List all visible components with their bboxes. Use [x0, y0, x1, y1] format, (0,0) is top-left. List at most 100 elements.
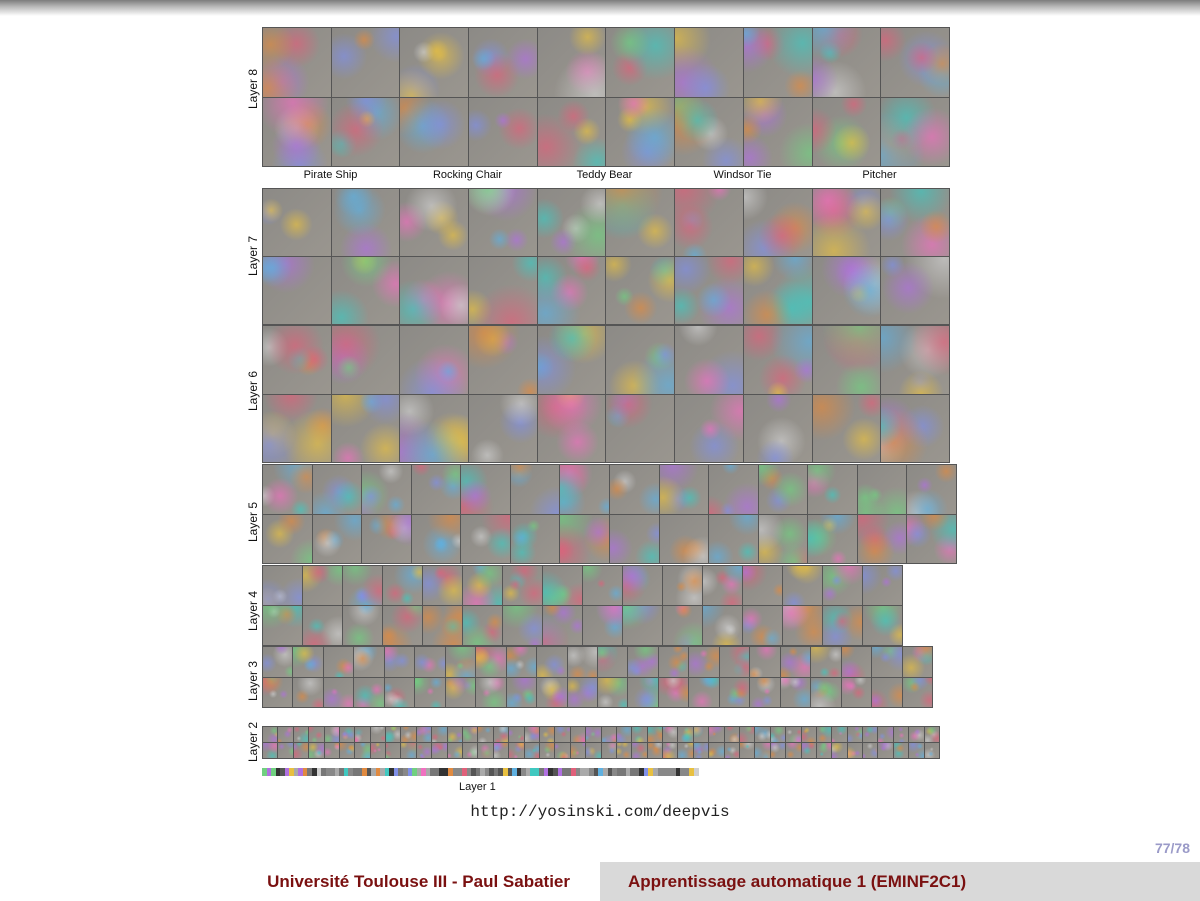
visualization-tile	[423, 566, 462, 605]
visualization-tile	[263, 326, 331, 394]
visualization-tile	[355, 743, 370, 758]
visualization-tile	[312, 465, 362, 514]
visualization-tile	[893, 727, 909, 742]
visualization-tile	[750, 647, 780, 677]
visualization-tile	[743, 606, 782, 645]
visualization-tile	[537, 257, 606, 324]
layer-1-filter	[389, 768, 394, 776]
visualization-tile	[293, 647, 323, 677]
visualization-tile	[309, 727, 324, 742]
visualization-tile	[400, 97, 469, 166]
layer-1-filter	[666, 768, 672, 776]
visualization-tile	[606, 189, 675, 256]
visualization-tile	[703, 606, 742, 645]
visualization-tile	[678, 743, 693, 758]
layer-1-filter	[280, 768, 285, 776]
layer-1-filter	[275, 768, 281, 776]
visualization-tile	[743, 189, 812, 256]
visualization-tile	[386, 743, 401, 758]
layer-1-filter	[571, 768, 576, 776]
layer-1-filter	[662, 768, 667, 776]
visualization-tile	[724, 727, 739, 742]
visualization-tile	[415, 677, 445, 707]
layer-1-filter	[562, 768, 567, 776]
visualization-tile	[601, 727, 616, 742]
visualization-tile	[384, 677, 415, 707]
visualization-tile	[623, 566, 662, 605]
visualization-tile	[780, 647, 811, 677]
visualization-tile	[663, 606, 702, 645]
visualization-tile	[343, 606, 382, 645]
visualization-tile	[543, 566, 582, 605]
visualization-tile	[503, 566, 542, 605]
visualization-tile	[331, 28, 400, 97]
visualization-tile	[811, 647, 841, 677]
layer-1-filter	[525, 768, 531, 776]
layer-1-filter	[334, 768, 340, 776]
layer-1-filter	[343, 768, 349, 776]
layer-1-filter	[398, 768, 403, 776]
layer-1-filter	[312, 768, 317, 776]
visualization-tile	[583, 566, 622, 605]
visualization-tile	[743, 326, 812, 394]
visualization-tile	[719, 647, 750, 677]
visualization-tile	[263, 727, 278, 742]
layer-1-filter	[375, 768, 381, 776]
layer-1-filter	[612, 768, 617, 776]
layer-1-filter	[539, 768, 544, 776]
visualization-tile	[339, 743, 355, 758]
visualization-tile	[743, 257, 812, 324]
visualization-tile	[770, 727, 786, 742]
visualization-tile	[780, 677, 811, 707]
visualization-tile	[881, 257, 949, 324]
visualization-tile	[808, 465, 857, 514]
visualization-tile	[293, 727, 309, 742]
visualization-tile	[881, 28, 949, 97]
layer-1-filter	[316, 768, 322, 776]
visualization-tile	[537, 647, 567, 677]
visualization-tile	[606, 326, 675, 394]
visualization-tile	[709, 727, 724, 742]
layer-1-filter	[693, 768, 699, 776]
layer-1-filter	[380, 768, 385, 776]
visualization-tile	[709, 743, 724, 758]
layer-8-label: Layer 8	[246, 68, 260, 110]
visualization-tile	[823, 566, 862, 605]
visualization-tile	[263, 257, 331, 324]
visualization-tile	[812, 326, 881, 394]
visualization-tile	[384, 647, 415, 677]
visualization-tile	[469, 394, 537, 462]
visualization-tile	[278, 727, 293, 742]
visualization-tile	[881, 394, 949, 462]
layer-1-filter	[566, 768, 572, 776]
visualization-tile	[743, 97, 812, 166]
footer-course: Apprentissage automatique 1 (EMINF2C1)	[600, 862, 1200, 901]
visualization-tile	[537, 326, 606, 394]
visualization-tile	[709, 465, 758, 514]
layer-1-filter	[480, 768, 485, 776]
visualization-tile	[463, 606, 502, 645]
layer-1-filter	[266, 768, 272, 776]
visualization-tile	[567, 647, 597, 677]
source-url-caption[interactable]: http://yosinski.com/deepvis	[470, 803, 730, 821]
visualization-tile	[263, 566, 302, 605]
visualization-tile	[675, 28, 743, 97]
page-number: 77/78	[1154, 840, 1190, 856]
visualization-tile	[510, 465, 560, 514]
visualization-tile	[411, 465, 461, 514]
visualization-tile	[907, 465, 956, 514]
layer-1-filter	[271, 768, 276, 776]
visualization-tile	[263, 514, 312, 563]
visualization-tile	[678, 727, 693, 742]
layer-1-filter	[603, 768, 608, 776]
layer-1-filter	[471, 768, 476, 776]
layer-1-filter	[593, 768, 599, 776]
layer-1-filter	[671, 768, 676, 776]
deepvis-figure: Layer 8 Layer 7 Layer 6 Layer 5 Layer 4 …	[244, 24, 958, 796]
visualization-tile	[907, 514, 956, 563]
visualization-tile	[872, 647, 902, 677]
visualization-tile	[755, 727, 770, 742]
visualization-tile	[293, 677, 323, 707]
visualization-tile	[902, 647, 932, 677]
footer-institution: Université Toulouse III - Paul Sabatier	[0, 862, 600, 901]
